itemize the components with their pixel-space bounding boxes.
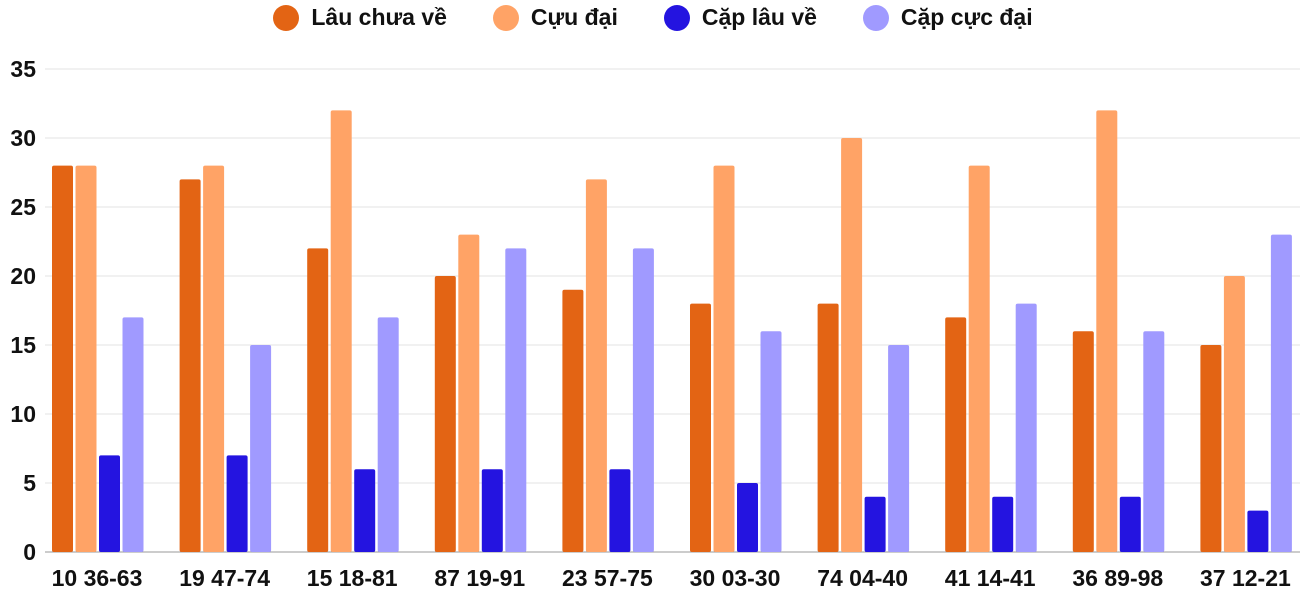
- y-tick-label: 35: [10, 56, 36, 82]
- bar: [632, 248, 654, 552]
- x-tick-label: 19 47-74: [179, 565, 270, 591]
- bar: [354, 469, 376, 552]
- bar: [888, 345, 910, 552]
- legend-item[interactable]: Cựu đại: [492, 4, 618, 31]
- bar: [52, 165, 73, 552]
- legend-label: Cặp lâu về: [701, 4, 817, 30]
- x-tick-label: 10 36-63: [52, 565, 143, 591]
- bar: [377, 317, 399, 552]
- bar: [99, 455, 120, 552]
- bar: [760, 331, 782, 552]
- y-tick-label: 0: [23, 539, 36, 565]
- x-tick-label: 87 19-91: [434, 565, 525, 591]
- bar: [945, 317, 967, 552]
- legend-label: Lâu chưa về: [311, 4, 447, 30]
- bar: [250, 345, 272, 552]
- y-tick-label: 10: [10, 401, 36, 427]
- x-tick-label: 37 12-21: [1200, 565, 1291, 591]
- y-tick-label: 30: [10, 125, 36, 151]
- bar: [307, 248, 329, 552]
- y-tick-label: 15: [10, 332, 36, 358]
- legend-swatch: [492, 4, 519, 31]
- legend-swatch: [273, 4, 300, 31]
- bar: [1223, 276, 1245, 552]
- bar: [864, 496, 886, 552]
- bar: [690, 303, 711, 552]
- x-tick-label: 23 57-75: [562, 565, 653, 591]
- legend-item[interactable]: Cặp cực đại: [862, 4, 1033, 31]
- bar: [1200, 345, 1222, 552]
- bar: [203, 165, 225, 552]
- bar: [226, 455, 248, 552]
- bar: [609, 469, 631, 552]
- bar: [458, 234, 480, 552]
- bar: [1270, 234, 1292, 552]
- bar: [330, 110, 352, 553]
- bar: [179, 179, 201, 552]
- legend-label: Cựu đại: [530, 4, 618, 30]
- y-tick-label: 20: [10, 263, 36, 289]
- bar: [1096, 110, 1118, 553]
- bar: [505, 248, 527, 552]
- bar: [481, 469, 503, 552]
- bar: [1015, 303, 1037, 552]
- bar: [713, 165, 735, 552]
- bar: [562, 289, 584, 552]
- bar: [817, 303, 839, 552]
- legend-item[interactable]: Lâu chưa về: [273, 4, 447, 31]
- bar: [968, 165, 990, 552]
- bar: [1119, 496, 1141, 552]
- bar: [1247, 510, 1269, 552]
- x-tick-label: 30 03-30: [690, 565, 781, 591]
- bar: [737, 483, 758, 552]
- y-tick-label: 25: [10, 194, 36, 220]
- bar: [75, 165, 97, 552]
- legend-swatch: [663, 4, 690, 31]
- x-tick-label: 15 18-81: [307, 565, 398, 591]
- legend-label: Cặp cực đại: [900, 4, 1033, 30]
- x-tick-label: 41 14-41: [945, 565, 1036, 591]
- bar: [434, 276, 456, 552]
- bar: [992, 496, 1014, 552]
- bar: [841, 138, 863, 552]
- legend-item[interactable]: Cặp lâu về: [663, 4, 817, 31]
- y-tick-label: 5: [23, 470, 36, 496]
- bar: [585, 179, 607, 552]
- legend-swatch: [862, 4, 889, 31]
- bar: [1072, 331, 1094, 552]
- bar: [1143, 331, 1165, 552]
- x-tick-label: 36 89-98: [1072, 565, 1163, 591]
- x-tick-label: 74 04-40: [817, 565, 908, 591]
- legend: Lâu chưa về Cựu đại Cặp lâu về Cặp cực đại: [0, 4, 1300, 31]
- bar: [122, 317, 144, 552]
